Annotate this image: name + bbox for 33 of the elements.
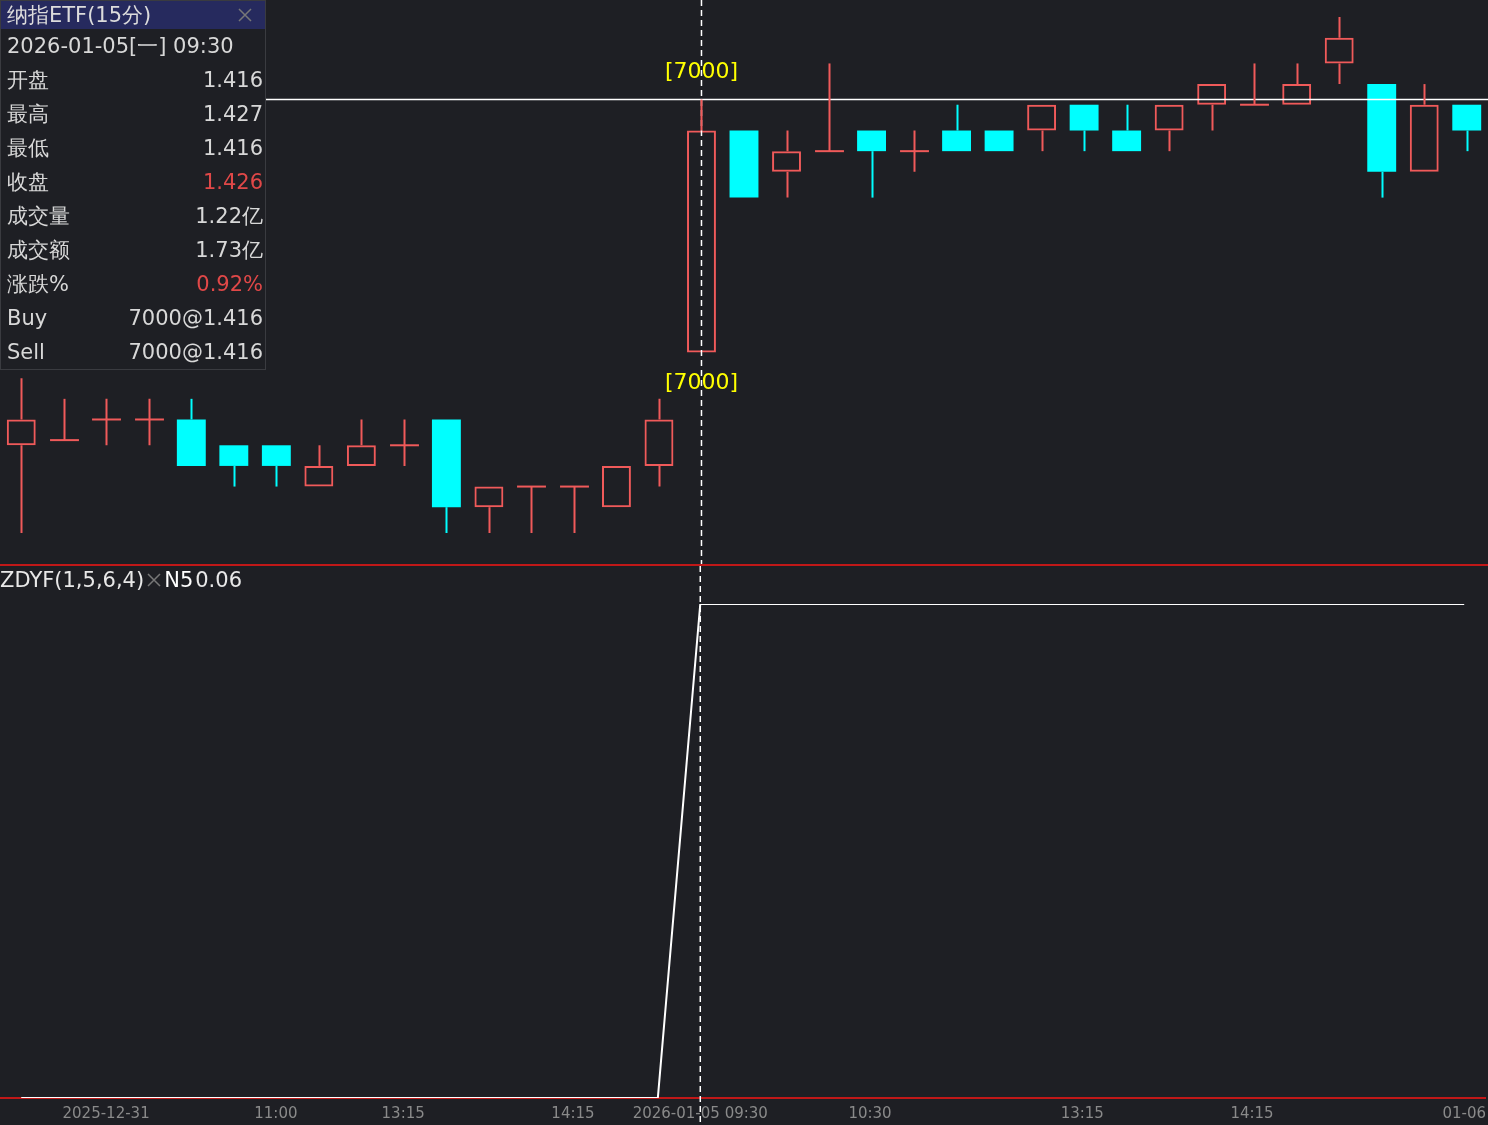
x-tick-label: 01-06 bbox=[1442, 1103, 1486, 1122]
annotation: 2026-01-05[一] 09:30 bbox=[6, 33, 235, 60]
annotation: 7000@1.416 bbox=[128, 339, 263, 366]
annotation: 成交量 bbox=[7, 203, 70, 230]
annotation: 1.22亿 bbox=[195, 203, 263, 230]
annotation: 7000@1.416 bbox=[128, 305, 263, 332]
annotation: 收盘 bbox=[7, 169, 49, 196]
x-tick-label: 2025-12-31 bbox=[62, 1103, 150, 1122]
text: 0.06 bbox=[195, 568, 243, 592]
annotation: 0.92% bbox=[196, 271, 263, 298]
chart-title: ZDYF(1,5,6,4) bbox=[0, 568, 145, 592]
annotation: [7000] bbox=[664, 369, 739, 395]
annotation: 成交额 bbox=[7, 237, 70, 264]
x-tick-label: 13:15 bbox=[1060, 1103, 1104, 1122]
x-tick-label: 2026-01-05 09:30 bbox=[632, 1103, 768, 1122]
annotation: 1.416 bbox=[202, 135, 263, 162]
annotation: 1.416 bbox=[202, 67, 263, 94]
annotation: Buy bbox=[7, 305, 48, 332]
x-tick-label: 14:15 bbox=[551, 1103, 595, 1122]
x-tick-label: 10:30 bbox=[848, 1103, 892, 1122]
x-tick-label: 11:00 bbox=[254, 1103, 298, 1122]
annotation: 最高 bbox=[7, 101, 49, 128]
annotation: [7000] bbox=[664, 58, 739, 84]
annotation: 1.73亿 bbox=[195, 237, 263, 264]
annotation: 1.427 bbox=[202, 101, 263, 128]
x-tick-label: 14:15 bbox=[1230, 1103, 1274, 1122]
annotation: 1.426 bbox=[202, 169, 263, 196]
x-tick-label: 13:15 bbox=[381, 1103, 425, 1122]
annotation: Sell bbox=[7, 339, 45, 366]
annotation: 开盘 bbox=[7, 67, 49, 94]
annotation: 最低 bbox=[7, 135, 49, 162]
annotation: 涨跌% bbox=[7, 271, 69, 298]
text: N5 bbox=[164, 568, 194, 592]
